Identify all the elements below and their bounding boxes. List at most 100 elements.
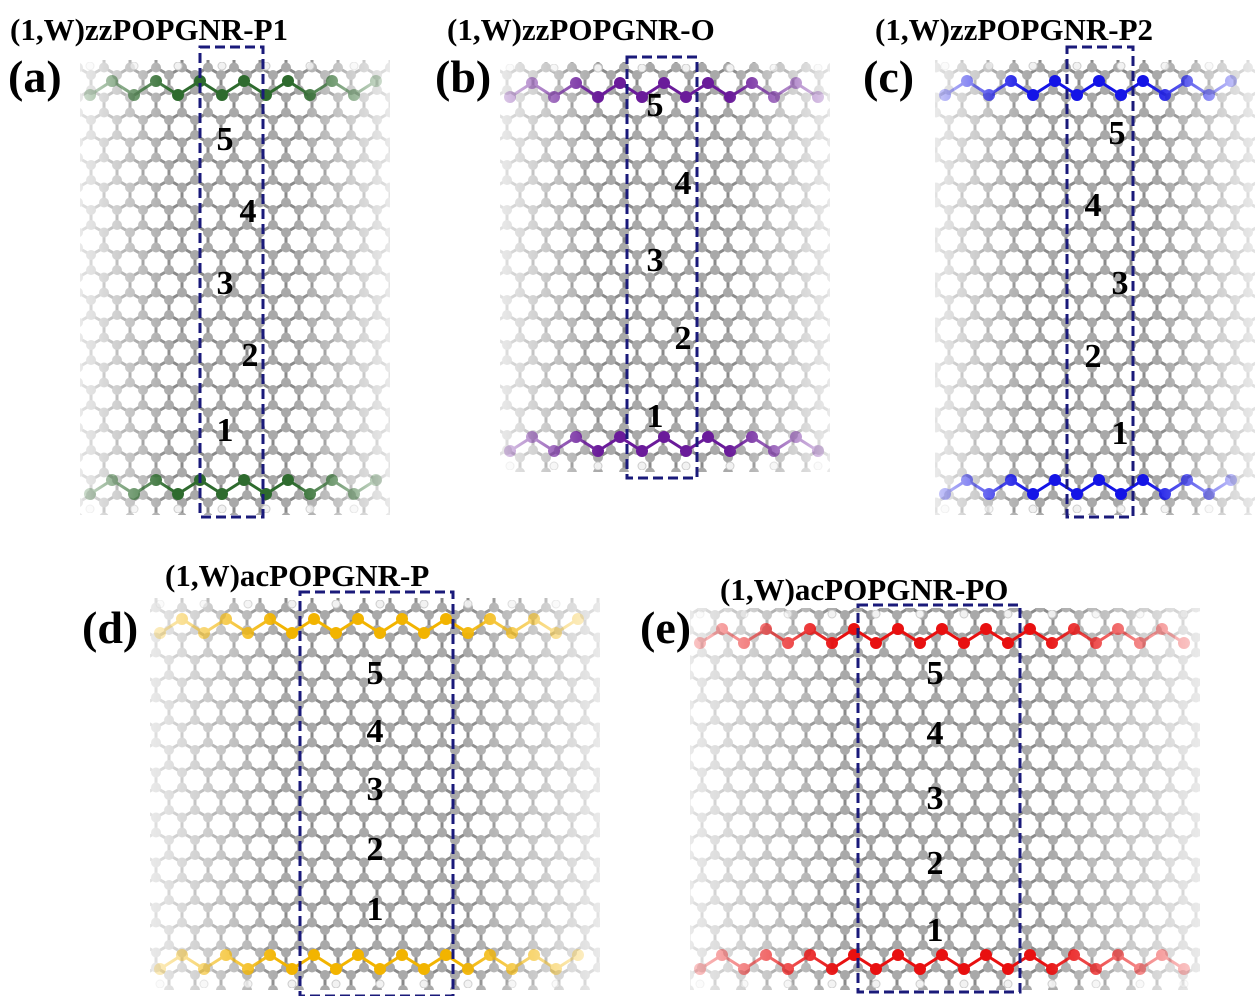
edge-atom [694,963,706,975]
edge-atom [1090,963,1102,975]
edge-atom [1134,963,1146,975]
hydrogen [287,599,297,609]
edge-atom [150,474,162,486]
hydrogen [1179,609,1189,619]
edge-atom [1046,963,1058,975]
hydrogen [637,461,647,471]
unit-cell-box [298,590,455,996]
edge-atom [939,89,951,101]
edge-atom [176,949,188,961]
edge-atom [826,637,838,649]
ring-number: 1 [927,912,944,949]
edge-atom [348,89,360,101]
edge-atom [1181,474,1193,486]
edge-atom [1159,488,1171,500]
hydrogen [739,609,749,619]
edge-atom [746,431,758,443]
lattice [80,60,390,515]
edge-atom [370,75,382,87]
edge-atom [1225,474,1237,486]
edge-atom [614,431,626,443]
hydrogen [1047,609,1057,619]
edge-atom [396,613,408,625]
edge-atom [1046,637,1058,649]
hydrogen [1003,609,1013,619]
hydrogen [940,504,950,514]
edge-atom [636,445,648,457]
edge-atom [980,623,992,635]
hydrogen [725,461,735,471]
edge-atom [914,963,926,975]
edge-atom [983,488,995,500]
hydrogen [1091,609,1101,619]
edge-atom [504,91,516,103]
edge-atom [154,963,166,975]
edge-atom [128,488,140,500]
hydrogen [1047,979,1057,989]
ring-number: 3 [217,265,234,302]
hydrogen [593,461,603,471]
ring-number: 4 [367,713,384,750]
hydrogen [199,599,209,609]
hydrogen [507,979,517,989]
hydrogen [305,504,315,514]
edge-atom [724,445,736,457]
hydrogen [827,609,837,619]
hydrogen [783,979,793,989]
unit-cell-box [625,55,699,480]
edge-atom [716,623,728,635]
edge-atom [1115,89,1127,101]
edge-atom [914,637,926,649]
hydrogen [85,61,95,71]
edge-atoms [84,61,382,101]
edge-atom [304,488,316,500]
ring-number: 5 [927,655,944,692]
edge-atom [570,77,582,89]
edge-atom [636,91,648,103]
edge-atom [592,91,604,103]
edge-atom [1049,474,1061,486]
edge-atom [286,627,298,639]
edge-atom [548,91,560,103]
hydrogen [549,63,559,73]
hydrogen [1135,979,1145,989]
hydrogen [419,979,429,989]
edge-atom [702,77,714,89]
edge-atom [1071,89,1083,101]
hydrogen [984,61,994,71]
hydrogen [1028,504,1038,514]
panel: (1,W)acPOPGNR-P (d) 5 4 3 2 1 [82,558,600,996]
ring-number: 1 [367,891,384,928]
hydrogen [695,979,705,989]
lattice [935,60,1255,515]
edge-atom [572,613,584,625]
ring-number: 1 [1112,415,1129,452]
edge-atom [826,963,838,975]
panel-title: (1,W)zzPOPGNR-O [447,12,715,47]
lattice [150,598,600,990]
edge-atom [1137,474,1149,486]
hydrogen [305,61,315,71]
hydrogen [940,61,950,71]
edge-atom [220,949,232,961]
edge-atom [84,89,96,101]
edge-atom [1024,949,1036,961]
ring-number: 3 [647,242,664,279]
edge-atoms [694,949,1190,989]
edge-atom [782,963,794,975]
hydrogen [813,461,823,471]
edge-atom [396,949,408,961]
edge-atoms [939,61,1237,101]
edge-atom [680,445,692,457]
edge-atom [804,623,816,635]
panel-label: (e) [640,602,691,653]
edge-atom [504,445,516,457]
ring-number: 3 [367,771,384,808]
edge-atom [1112,949,1124,961]
edge-atom [812,91,824,103]
panel-label: (d) [82,602,138,653]
ring-number: 3 [1112,265,1129,302]
edge-atom [983,89,995,101]
edge-atom [1068,623,1080,635]
